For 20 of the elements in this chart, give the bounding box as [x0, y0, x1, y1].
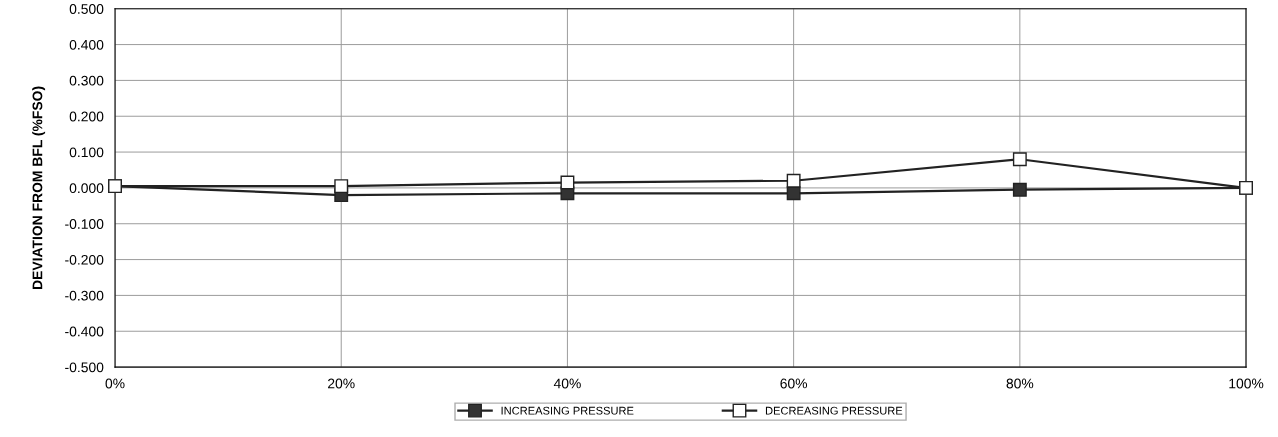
y-tick-label: -0.100 [65, 219, 104, 229]
y-axis-title: DEVIATION FROM BFL (%FSO) [32, 86, 46, 289]
y-tick-label: -0.300 [65, 290, 104, 301]
x-tick-label: 40% [553, 378, 581, 389]
y-tick-label: 0.400 [69, 39, 104, 50]
x-tick-label: 80% [1006, 378, 1034, 389]
y-tick-label: 0.100 [69, 147, 104, 158]
y-tick-label: 0.300 [69, 75, 104, 86]
y-tick-label: 0.000 [69, 183, 104, 194]
y-tick-label: -0.400 [65, 326, 104, 337]
legend-label: INCREASING PRESSURE [501, 406, 634, 415]
y-tick-label: -0.200 [65, 254, 104, 265]
x-tick-label: 0% [105, 378, 125, 389]
legend-label: DECREASING PRESSURE [765, 406, 903, 415]
x-tick-label: 100% [1229, 378, 1264, 389]
y-tick-label: 0.500 [69, 4, 104, 14]
y-tick-label: 0.200 [69, 111, 104, 122]
x-tick-label: 20% [328, 378, 355, 389]
x-tick-label: 60% [780, 378, 808, 389]
y-tick-label: -0.500 [65, 362, 104, 373]
